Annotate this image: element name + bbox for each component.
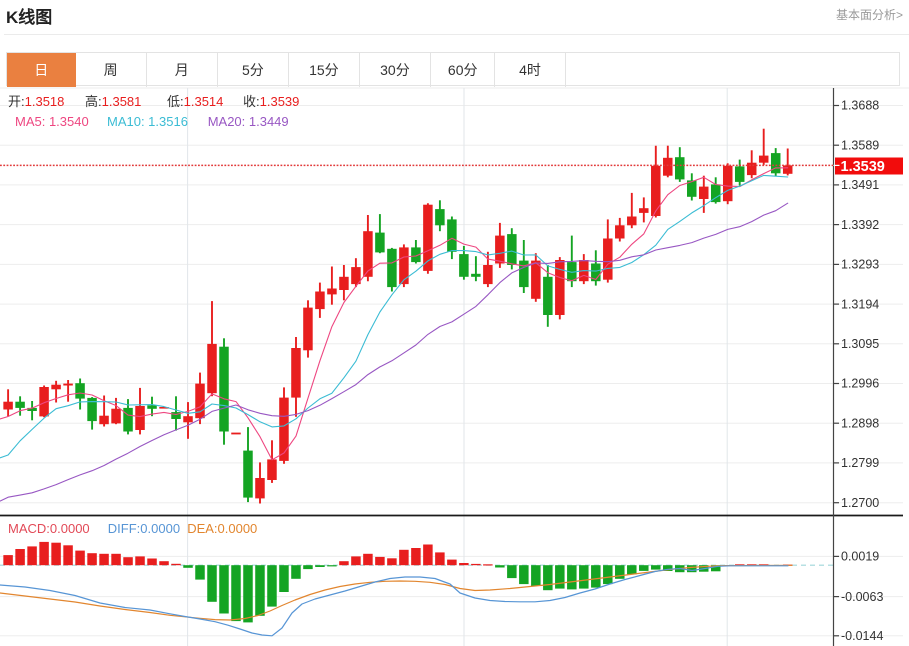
svg-text:1.3392: 1.3392 xyxy=(841,218,879,232)
svg-text:1.3194: 1.3194 xyxy=(841,297,879,311)
svg-text:-0.0063: -0.0063 xyxy=(841,590,883,604)
svg-text:1.3539: 1.3539 xyxy=(841,159,885,175)
svg-text:1.2799: 1.2799 xyxy=(841,456,879,470)
svg-text:0.0019: 0.0019 xyxy=(841,550,879,564)
svg-text:1.2700: 1.2700 xyxy=(841,496,879,510)
svg-text:1.3688: 1.3688 xyxy=(841,99,879,113)
svg-text:1.3095: 1.3095 xyxy=(841,337,879,351)
svg-text:1.3491: 1.3491 xyxy=(841,178,879,192)
svg-text:1.2996: 1.2996 xyxy=(841,377,879,391)
svg-text:1.2898: 1.2898 xyxy=(841,416,879,430)
svg-text:1.3293: 1.3293 xyxy=(841,258,879,272)
svg-text:-0.0144: -0.0144 xyxy=(841,629,883,643)
svg-text:1.3589: 1.3589 xyxy=(841,138,879,152)
